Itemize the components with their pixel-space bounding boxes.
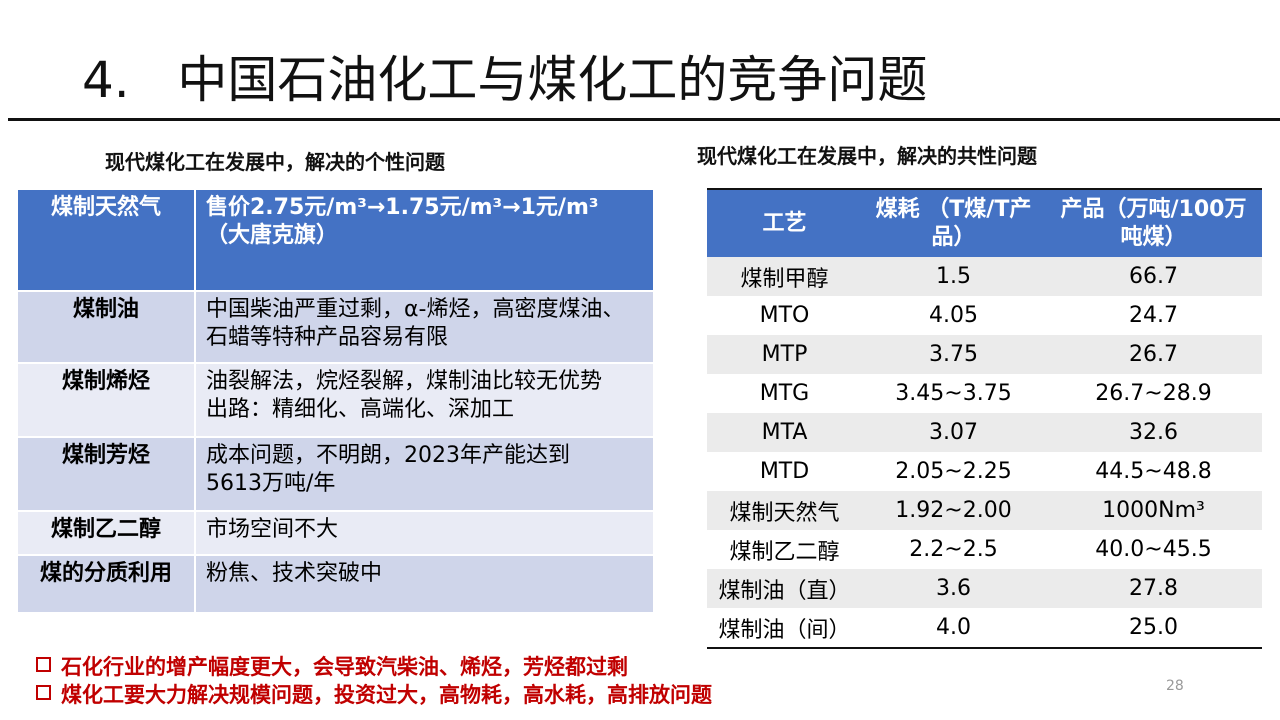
table-cell: 26.7 xyxy=(1045,335,1262,374)
table-row: 煤制乙二醇 2.2~2.5 40.0~45.5 xyxy=(707,530,1262,569)
table-row: MTD 2.05~2.25 44.5~48.8 xyxy=(707,452,1262,491)
table-cell: 煤制甲醇 xyxy=(707,257,862,296)
header-cell: 工艺 xyxy=(707,188,862,257)
table-row: 煤制油（间） 4.0 25.0 xyxy=(707,608,1262,648)
table-cell: MTD xyxy=(759,459,810,484)
table-cell: 4.0 xyxy=(936,615,971,640)
table-cell: 3.6 xyxy=(862,569,1045,608)
bullet: 煤化工要大力解决规模问题，投资过大，高物耗，高水耗，高排放问题 xyxy=(36,679,712,709)
table-row: 煤制天然气 1.92~2.00 1000Nm³ xyxy=(707,491,1262,530)
right-caption: 现代煤化工在发展中，解决的共性问题 xyxy=(697,144,1037,168)
detail-line: 油裂解法，烷烃裂解，煤制油比较无优势 xyxy=(206,369,603,394)
title-rule xyxy=(8,118,1280,121)
row-detail: 油裂解法，烷烃裂解，煤制油比较无优势 出路：精细化、高端化、深加工 xyxy=(195,363,653,438)
title-number: 4. xyxy=(82,51,130,109)
table-cell: 3.45~3.75 xyxy=(895,381,1012,406)
row-name: 煤制乙二醇 xyxy=(18,511,196,556)
table-cell: 66.7 xyxy=(1045,257,1262,296)
table-cell: 1.92~2.00 xyxy=(862,491,1045,530)
slide-title: 4. 中国石油化工与煤化工的竞争问题 xyxy=(82,40,927,112)
detail-line: （大唐克旗） xyxy=(206,223,339,248)
table-cell: 1.5 xyxy=(862,257,1045,296)
bullet-text: 石化行业的增产幅度更大，会导致汽柴油、烯烃，芳烃都过剩 xyxy=(61,655,628,679)
table-cell: 煤制油（间） xyxy=(718,617,851,643)
table-cell: 2.05~2.25 xyxy=(895,459,1012,484)
table-row: 煤制甲醇 1.5 66.7 xyxy=(707,257,1262,296)
table-row: MTO 4.05 24.7 xyxy=(707,296,1262,335)
detail-line: 粉焦、技术突破中 xyxy=(206,561,383,586)
table-cell: 1000Nm³ xyxy=(1045,491,1262,530)
table-cell: 32.6 xyxy=(1045,413,1262,452)
table-cell: MTA xyxy=(707,413,862,452)
header-cell: 产品（万吨/100万吨煤） xyxy=(1045,188,1262,257)
row-detail: 市场空间不大 xyxy=(195,511,653,556)
table-row: 煤的分质利用 粉焦、技术突破中 xyxy=(18,555,653,614)
right-table: 工艺 煤耗 （T煤/T产品） 产品（万吨/100万吨煤） 煤制甲醇 1.5 66.7 MTO… xyxy=(707,188,1262,649)
row-detail: 成本问题，不明朗，2023年产能达到 5613万吨/年 xyxy=(195,437,653,512)
table-row: MTP 3.75 26.7 xyxy=(707,335,1262,374)
table-cell: 27.8 xyxy=(1045,569,1262,608)
row-name: 煤制烯烃 xyxy=(18,363,196,438)
table-row: MTG 3.45~3.75 26.7~28.9 xyxy=(707,374,1262,413)
table-cell: 煤制天然气 xyxy=(707,491,862,530)
table-cell: 24.7 xyxy=(1129,303,1178,328)
header-cell: 煤耗 （T煤/T产品） xyxy=(862,188,1045,257)
table-cell: 4.05 xyxy=(929,303,978,328)
table-row: 煤制烯烃 油裂解法，烷烃裂解，煤制油比较无优势 出路：精细化、高端化、深加工 xyxy=(18,363,653,438)
table-cell: MTP xyxy=(707,335,862,374)
detail-line: 出路：精细化、高端化、深加工 xyxy=(206,397,515,422)
row-name: 煤制天然气 xyxy=(18,190,196,292)
title-text: 中国石油化工与煤化工的竞争问题 xyxy=(177,51,928,109)
detail-line: 成本问题，不明朗，2023年产能达到 xyxy=(206,443,570,468)
table-row: MTA 3.07 32.6 xyxy=(707,413,1262,452)
bullet: 石化行业的增产幅度更大，会导致汽柴油、烯烃，芳烃都过剩 xyxy=(36,651,628,681)
table-row: 煤制芳烃 成本问题，不明朗，2023年产能达到 5613万吨/年 xyxy=(18,437,653,512)
row-name: 煤的分质利用 xyxy=(18,555,196,614)
table-cell: 40.0~45.5 xyxy=(1095,537,1212,562)
table-cell: 煤制乙二醇 xyxy=(729,539,840,565)
row-detail: 中国柴油严重过剩，α-烯烃，高密度煤油、 石蜡等特种产品容易有限 xyxy=(195,291,653,364)
detail-line: 石蜡等特种产品容易有限 xyxy=(206,325,449,350)
detail-line: 中国柴油严重过剩，α-烯烃，高密度煤油、 xyxy=(206,297,625,322)
left-caption: 现代煤化工在发展中，解决的个性问题 xyxy=(105,150,445,174)
table-cell: 26.7~28.9 xyxy=(1095,381,1212,406)
detail-line: 市场空间不大 xyxy=(206,517,339,542)
table-cell: 煤制油（直） xyxy=(707,569,862,608)
table-cell: MTO xyxy=(759,303,810,328)
detail-line: 售价2.75元/m³→1.75元/m³→1元/m³ xyxy=(206,195,599,220)
table-row: 煤制油 中国柴油严重过剩，α-烯烃，高密度煤油、 石蜡等特种产品容易有限 xyxy=(18,291,653,364)
detail-line: 5613万吨/年 xyxy=(206,471,336,496)
table-row: 煤制乙二醇 市场空间不大 xyxy=(18,511,653,556)
table-cell: 2.2~2.5 xyxy=(909,537,998,562)
row-detail: 售价2.75元/m³→1.75元/m³→1元/m³ （大唐克旗） xyxy=(195,190,653,292)
table-cell: 3.75 xyxy=(862,335,1045,374)
bullet-text: 煤化工要大力解决规模问题，投资过大，高物耗，高水耗，高排放问题 xyxy=(61,683,712,707)
table-row: 煤制油（直） 3.6 27.8 xyxy=(707,569,1262,608)
table-row: 煤制天然气 售价2.75元/m³→1.75元/m³→1元/m³ （大唐克旗） xyxy=(18,190,653,292)
table-cell: 44.5~48.8 xyxy=(1095,459,1212,484)
row-name: 煤制芳烃 xyxy=(18,437,196,512)
row-name: 煤制油 xyxy=(18,291,196,364)
row-detail: 粉焦、技术突破中 xyxy=(195,555,653,614)
page-number: 28 xyxy=(1166,678,1184,694)
table-cell: 25.0 xyxy=(1129,615,1178,640)
left-table: 煤制天然气 售价2.75元/m³→1.75元/m³→1元/m³ （大唐克旗） 煤制油中… xyxy=(18,190,653,614)
table-cell: 3.07 xyxy=(862,413,1045,452)
table-cell: MTG xyxy=(759,381,810,406)
